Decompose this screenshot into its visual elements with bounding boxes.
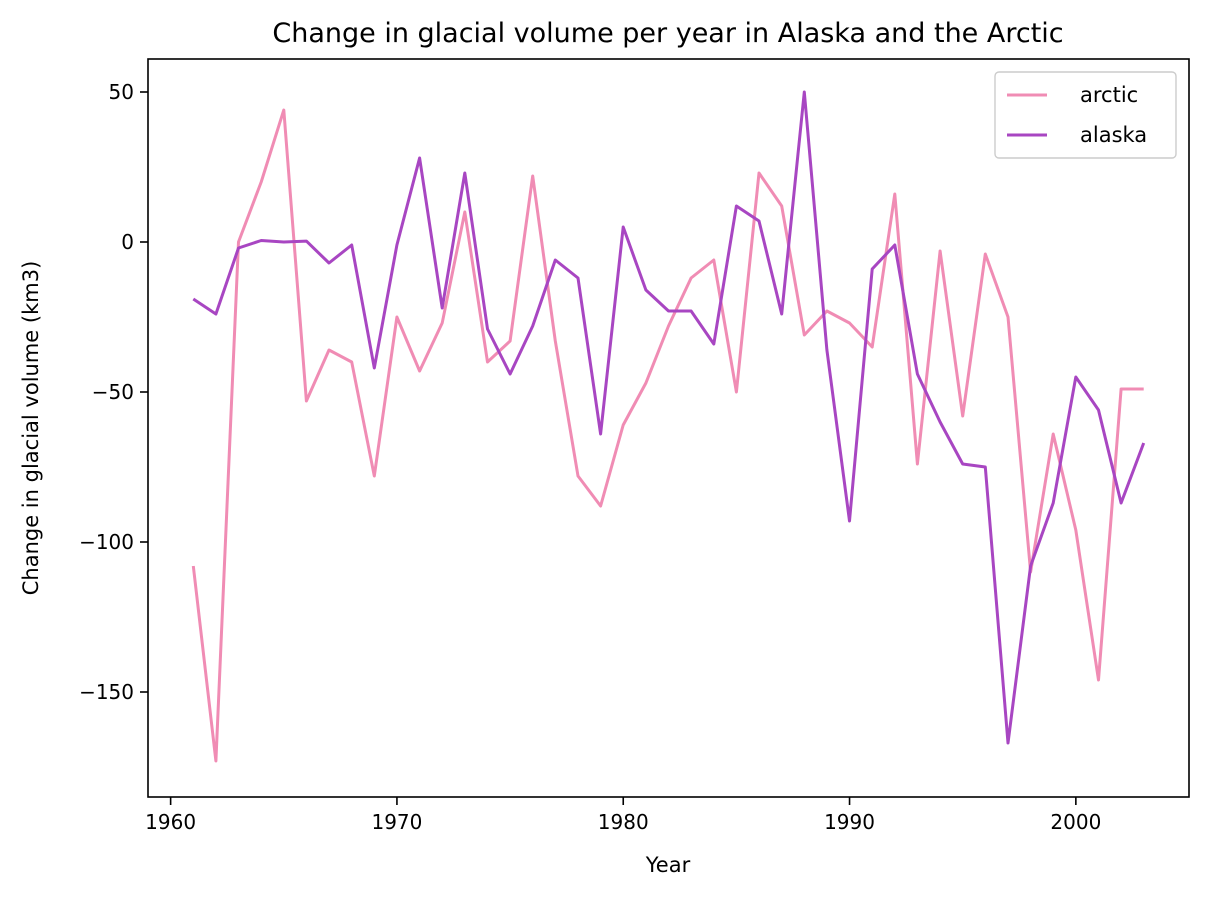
series-line-alaska [192, 90, 1146, 745]
plot-area-frame [147, 58, 1190, 798]
series-arctic [191, 108, 1144, 763]
series-lines [191, 90, 1146, 763]
y-axis-label: Change in glacial volume (km3) [19, 261, 43, 596]
legend-item-alaska: alaska [1007, 123, 1147, 147]
x-tick-label: 1990 [824, 810, 875, 834]
legend-label: alaska [1080, 123, 1147, 147]
y-tick-label: 50 [109, 80, 134, 104]
legend-label: arctic [1080, 83, 1138, 107]
legend-item-arctic: arctic [1007, 83, 1138, 107]
x-tick-label: 2000 [1050, 810, 1101, 834]
x-tick-label: 1960 [145, 810, 196, 834]
axis-ticks: 1960 1970 1980 1990 2000 50 0 −50 −100 −150 [79, 80, 1101, 834]
x-axis-label: Year [645, 853, 691, 877]
legend: arctic alaska [994, 71, 1177, 159]
x-tick-label: 1980 [598, 810, 649, 834]
y-tick-label: 0 [121, 230, 134, 254]
chart-title: Change in glacial volume per year in Ala… [272, 18, 1063, 49]
series-line-arctic [191, 108, 1144, 763]
y-tick-label: −100 [79, 530, 134, 554]
series-alaska [192, 90, 1146, 745]
x-tick-label: 1970 [371, 810, 422, 834]
y-tick-label: −150 [79, 680, 134, 704]
y-tick-label: −50 [92, 380, 134, 404]
